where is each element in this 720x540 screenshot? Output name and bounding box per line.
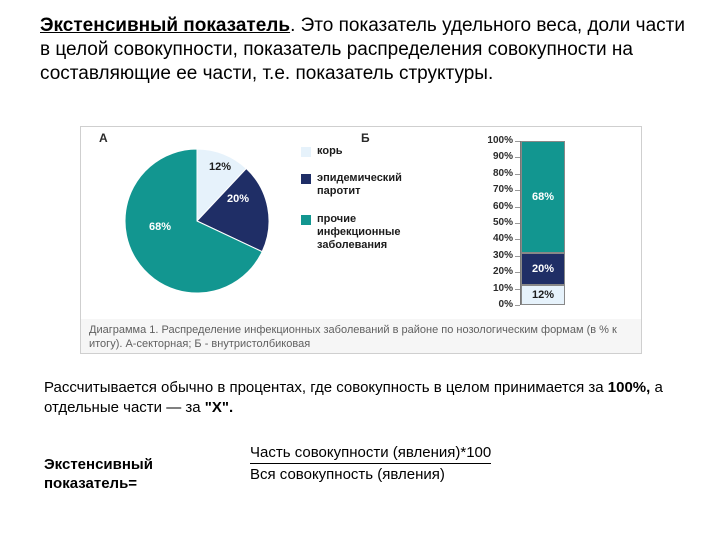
bar-segment: 20% <box>521 253 565 286</box>
legend-item: эпидемический паротит <box>301 172 441 198</box>
legend-item: прочие инфекционные заболевания <box>301 213 441 253</box>
pie-slice-label: 12% <box>209 161 231 173</box>
headline-term: Экстенсивный показатель <box>40 15 290 36</box>
bar-axis-tick <box>515 305 520 306</box>
bar-axis-label: 30% <box>457 250 513 261</box>
bar-axis-label: 40% <box>457 233 513 244</box>
legend-label: корь <box>317 145 343 158</box>
formula-denominator: Вся совокупность (явления) <box>250 464 491 483</box>
note-pre: Рассчитывается обычно в процентах, где с… <box>44 379 608 396</box>
slide: Экстенсивный показатель. Это показатель … <box>0 0 720 540</box>
formula-fraction: Часть совокупности (явления)*100 Вся сов… <box>250 444 491 483</box>
legend-label: эпидемический паротит <box>317 172 441 198</box>
note: Рассчитывается обычно в процентах, где с… <box>44 378 684 417</box>
chart-caption: Диаграмма 1. Распределение инфекционных … <box>89 323 629 352</box>
bar-axis-label: 20% <box>457 266 513 277</box>
formula-label: Экстенсивный показатель= <box>44 456 214 494</box>
legend-label: прочие инфекционные заболевания <box>317 213 441 253</box>
formula-numerator: Часть совокупности (явления)*100 <box>250 444 491 464</box>
chart-area: А Б 12%20%68% корьэпидемический паротитп… <box>81 127 641 319</box>
legend-swatch <box>301 147 311 157</box>
pie-slice-label: 20% <box>227 193 249 205</box>
legend: корь эпидемический паротит прочие инфекцио… <box>301 145 441 266</box>
note-b1: 100%, <box>608 379 651 396</box>
bar-axis-label: 60% <box>457 201 513 212</box>
note-b2: "Х". <box>205 399 233 416</box>
legend-swatch <box>301 215 311 225</box>
legend-swatch <box>301 174 311 184</box>
panel-b-label: Б <box>361 131 370 145</box>
legend-item: корь <box>301 145 441 158</box>
bar-segment: 68% <box>521 141 565 253</box>
bar-axis-label: 100% <box>457 135 513 146</box>
bar-axis-label: 90% <box>457 151 513 162</box>
bar-segment: 12% <box>521 285 565 305</box>
bar-axis-label: 50% <box>457 217 513 228</box>
pie-slice-label: 68% <box>149 221 171 233</box>
bar-axis-label: 80% <box>457 168 513 179</box>
bar-axis-label: 70% <box>457 184 513 195</box>
chart-block: А Б 12%20%68% корьэпидемический паротитп… <box>80 126 642 354</box>
bar-axis-label: 0% <box>457 299 513 310</box>
bar-axis-label: 10% <box>457 283 513 294</box>
pie-chart <box>81 127 301 317</box>
headline: Экстенсивный показатель. Это показатель … <box>40 14 690 85</box>
